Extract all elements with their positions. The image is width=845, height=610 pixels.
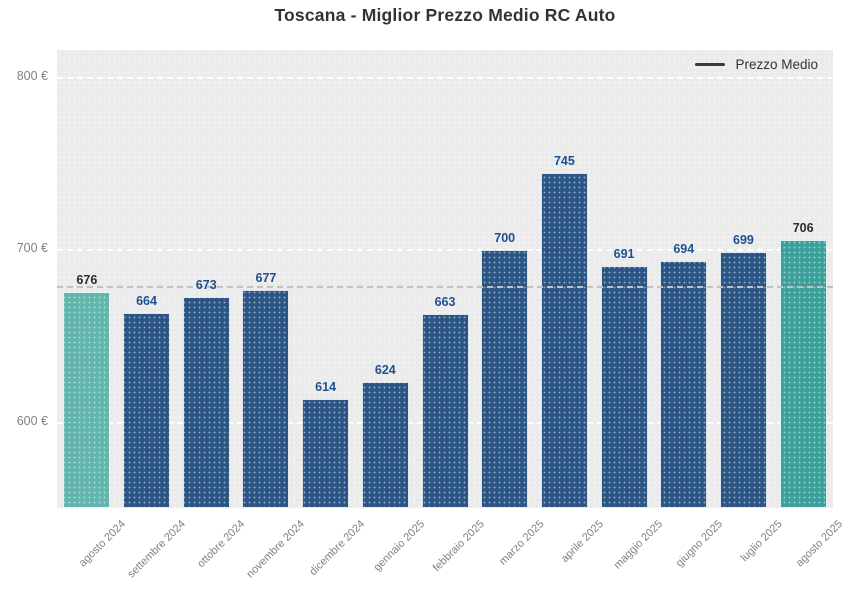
bar-marzo-2025[interactable] <box>481 250 529 508</box>
bar-agosto-2025[interactable] <box>779 240 827 508</box>
x-tick-label-dicembre-2024: dicembre 2024 <box>307 518 368 578</box>
bar-novembre-2024[interactable] <box>242 290 290 508</box>
value-label-aprile-2025: 745 <box>553 153 575 168</box>
value-label-novembre-2024: 677 <box>255 271 277 286</box>
x-tick-label-gennaio-2025: gennaio 2025 <box>371 518 427 574</box>
bar-ottobre-2024[interactable] <box>182 297 230 508</box>
value-label-settembre-2024: 664 <box>136 293 157 308</box>
value-label-ottobre-2024: 673 <box>195 278 217 293</box>
x-tick-label-aprile-2025: aprile 2025 <box>558 518 606 565</box>
x-tick-label-novembre-2024: novembre 2024 <box>244 518 308 581</box>
value-label-febbraio-2025: 663 <box>434 295 456 310</box>
bar-agosto-2024[interactable] <box>63 291 111 508</box>
chart-title: Toscana - Miglior Prezzo Medio RC Auto <box>274 5 616 25</box>
value-label-gennaio-2025: 624 <box>374 362 396 377</box>
bar-luglio-2025[interactable] <box>719 252 767 508</box>
value-label-luglio-2025: 699 <box>733 233 754 248</box>
value-label-agosto-2024: 676 <box>76 272 98 287</box>
legend-label: Prezzo Medio <box>735 57 818 72</box>
bar-maggio-2025[interactable] <box>600 266 648 508</box>
x-tick-label-settembre-2024: settembre 2024 <box>125 518 189 581</box>
value-label-marzo-2025: 700 <box>494 231 516 246</box>
y-tick-label-600: 600 € <box>16 414 48 429</box>
x-tick-label-ottobre-2024: ottobre 2024 <box>195 518 248 571</box>
plot-area: 676 664 673 677 614 624 663 700 745 691 694 699 706 <box>57 50 833 508</box>
gridline-800 <box>57 76 833 79</box>
y-tick-label-800: 800 € <box>16 68 48 83</box>
x-tick-label-giugno-2025: giugno 2025 <box>673 518 726 570</box>
x-tick-label-agosto-2024: agosto 2024 <box>77 518 129 570</box>
x-tick-label-marzo-2025: marzo 2025 <box>496 518 547 568</box>
legend-line-icon <box>695 63 726 66</box>
bar-aprile-2025[interactable] <box>540 172 588 508</box>
value-label-agosto-2025: 706 <box>792 221 814 236</box>
x-tick-label-luglio-2025: luglio 2025 <box>738 518 785 565</box>
bar-febbraio-2025[interactable] <box>421 314 469 508</box>
legend-item-prezzo-medio[interactable]: Prezzo Medio <box>695 57 818 72</box>
x-tick-label-maggio-2025: maggio 2025 <box>612 518 666 572</box>
value-label-maggio-2025: 691 <box>613 247 635 262</box>
bar-dicembre-2024[interactable] <box>302 399 350 508</box>
x-tick-label-agosto-2025: agosto 2025 <box>793 518 845 570</box>
bar-settembre-2024[interactable] <box>123 312 171 508</box>
bar-giugno-2025[interactable] <box>660 260 708 508</box>
bar-gennaio-2025[interactable] <box>361 381 409 508</box>
gridline-700 <box>57 249 833 252</box>
y-tick-label-700: 700 € <box>16 241 48 256</box>
value-label-giugno-2025: 694 <box>673 241 695 256</box>
average-price-line <box>57 285 833 288</box>
x-tick-label-febbraio-2025: febbraio 2025 <box>430 518 487 575</box>
value-label-dicembre-2024: 614 <box>315 380 337 395</box>
